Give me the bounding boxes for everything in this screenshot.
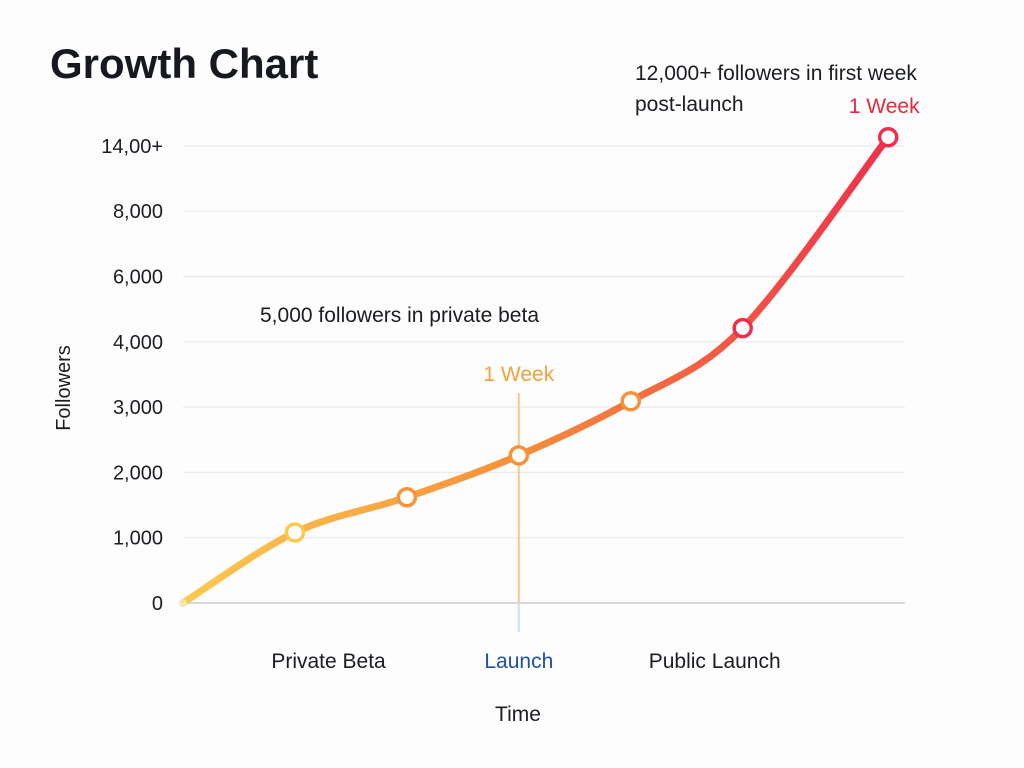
x-axis-label: Time [495, 703, 541, 726]
y-tick-label: 8,000 [113, 201, 163, 223]
data-point [179, 599, 187, 607]
chart-title: Growth Chart [50, 40, 319, 87]
y-tick-label: 4,000 [113, 332, 163, 354]
data-point [620, 390, 642, 412]
data-point [508, 445, 530, 466]
y-axis-label: Followers [53, 345, 75, 431]
x-tick-label: Launch [484, 650, 553, 673]
annotation-launch-week: 1 Week [483, 363, 554, 386]
x-tick-label: Private Beta [271, 650, 386, 673]
annotation-final-week: 1 Week [849, 95, 920, 118]
data-point [877, 126, 899, 148]
annotation-private-beta: 5,000 followers in private beta [260, 304, 539, 327]
annotation-post-launch: 12,000+ followers in first week post-lau… [635, 62, 917, 116]
x-tick-label: Public Launch [649, 650, 781, 673]
y-tick-label: 2,000 [113, 462, 163, 484]
data-point [732, 317, 753, 339]
data-point [396, 486, 418, 508]
y-tick-label: 3,000 [113, 397, 163, 419]
y-tick-label: 14,00+ [101, 136, 163, 158]
data-point [284, 522, 306, 543]
y-tick-label: 0 [152, 593, 163, 615]
y-tick-label: 6,000 [113, 267, 163, 289]
y-tick-label: 1,000 [113, 528, 163, 550]
